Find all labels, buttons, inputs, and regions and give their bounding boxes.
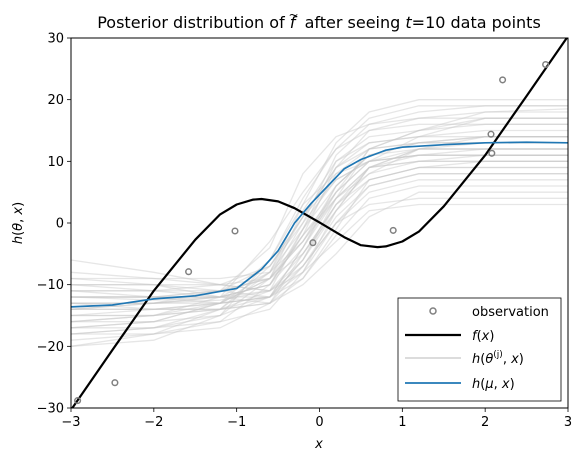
posterior-sample-line-24 [71,185,568,310]
posterior-sample-line-1 [71,108,568,335]
posterior-sample-line-30 [71,117,568,317]
observation-point-3 [231,227,239,235]
posterior-sample-line-15 [71,129,568,329]
posterior-sample-line-28 [71,123,568,329]
posterior-sample-line-22 [71,154,568,323]
y-tick-label-0: −30 [37,402,64,417]
posterior-sample-line-10 [71,154,568,292]
posterior-sample-line-33 [71,166,568,286]
x-tick-label-5: 2 [481,415,489,430]
posterior-sample-line-37 [71,136,568,298]
observation-point-4 [309,239,317,247]
observations [74,60,550,405]
posterior-sample-line-21 [71,148,568,304]
x-tick-label-0: −3 [61,415,80,430]
legend-mean-label: h(μ, x) [472,377,515,392]
f-true-line [71,38,568,408]
mean-prediction-line [71,141,568,308]
observation-point-9 [542,60,550,69]
posterior-sample-line-19 [71,111,568,304]
posterior-sample-line-18 [71,136,568,317]
legend-observation-label: observation [472,305,549,320]
x-tick-label-4: 1 [398,415,406,430]
posterior-sample-line-6 [71,160,568,292]
x-tick-label-2: −1 [227,415,246,430]
y-axis-label: h(θ, x) [11,202,26,244]
observation-point-8 [499,76,507,84]
observation-point-0 [74,397,82,405]
posterior-sample-line-32 [71,148,568,335]
observation-point-6 [487,130,495,138]
posterior-sample-line-2 [71,148,568,310]
y-tick-label-2: −10 [37,278,64,293]
posterior-sample-line-5 [71,105,568,323]
y-tick-label-3: 0 [56,217,64,232]
x-tick-label-6: 3 [564,415,572,430]
posterior-sample-line-25 [71,142,568,280]
posterior-sample-line-23 [71,105,568,298]
posterior-sample-line-3 [71,117,568,347]
x-axis: −3 −2 −1 0 1 2 3 [61,408,572,430]
observation-point-2 [185,268,193,276]
x-tick-label-1: −2 [144,415,163,430]
posterior-sample-line-12 [71,191,568,304]
chart-title: Posterior distribution of f~ after seein… [97,8,541,32]
posterior-sample-line-4 [71,142,568,298]
posterior-sample-line-29 [71,197,568,298]
x-tick-label-3: 0 [315,415,323,430]
y-tick-label-5: 20 [47,93,64,108]
posterior-sample-line-36 [71,203,568,310]
legend-samples-label: h(θ(j), x) [472,350,524,367]
posterior-sample-line-17 [71,173,568,292]
legend-observation-marker [429,307,437,315]
observation-point-1 [111,379,119,387]
posterior-sample-line-16 [71,142,568,292]
y-axis: −30 −20 −10 0 10 20 30 [37,32,71,417]
posterior-sample-line-0 [71,148,568,301]
observation-point-5 [389,226,397,234]
observation-point-7 [488,149,496,157]
posterior-sample-line-34 [71,99,568,310]
legend: observation f(x) h(θ(j), x) h(μ, x) [397,297,562,402]
posterior-sample-line-7 [71,166,568,329]
y-tick-label-1: −20 [37,340,64,355]
y-tick-label-4: 10 [47,155,64,170]
posterior-sample-line-20 [71,179,568,335]
posterior-sample-line-26 [71,154,568,347]
posterior-sample-line-27 [71,154,568,304]
legend-f-label: f(x) [472,329,494,344]
y-tick-label-6: 30 [47,32,64,47]
posterior-sample-line-9 [71,173,568,317]
posterior-samples [71,99,568,347]
main-lines [71,38,568,408]
posterior-sample-line-11 [71,136,568,341]
x-axis-label: x [314,437,323,452]
